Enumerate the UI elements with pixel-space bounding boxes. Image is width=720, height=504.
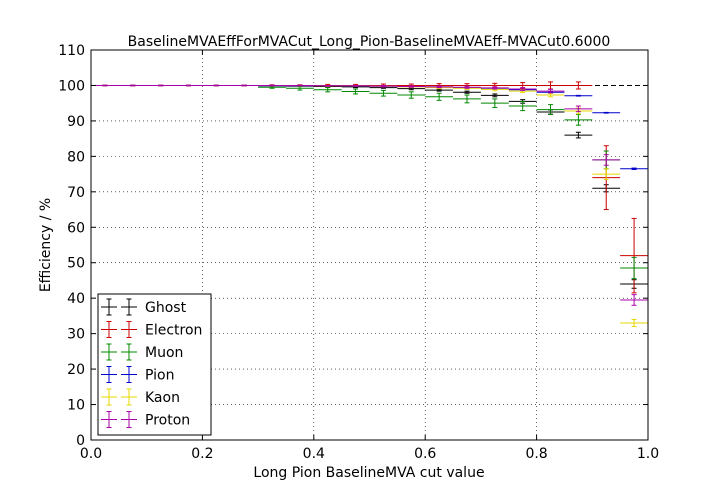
series-layer	[91, 81, 648, 328]
legend-entry-muon: Muon	[101, 343, 183, 361]
y-axis-label: Efficiency / %	[38, 198, 54, 292]
legend-entry-electron: Electron	[101, 321, 202, 339]
y-tick-label: 100	[58, 78, 85, 94]
x-tick-label: 1.0	[637, 446, 659, 462]
legend-label: Proton	[145, 413, 190, 429]
y-tick-label: 60	[67, 220, 85, 236]
legend-label: Electron	[145, 323, 202, 339]
y-tick-label: 80	[67, 149, 85, 165]
y-tick-label: 30	[67, 327, 85, 343]
x-tick-label: 0.0	[80, 446, 102, 462]
x-tick-label: 0.8	[525, 446, 547, 462]
y-tick-label: 40	[67, 291, 85, 307]
legend: Ghost Electron Muon Pion Kaon Proton	[97, 293, 212, 436]
y-tick-label: 50	[67, 256, 85, 272]
y-tick-label: 70	[67, 185, 85, 201]
y-tick-label: 90	[67, 114, 85, 130]
x-tick-label: 0.4	[303, 446, 325, 462]
x-tick-label: 0.2	[191, 446, 213, 462]
axis-ticks: 0.0 0.2 0.4 0.6 0.8 1.0 0 10 20 30 40 50 60 70 80 90 100…	[58, 43, 659, 462]
legend-entry-ghost: Ghost	[101, 298, 187, 316]
x-tick-label: 0.6	[414, 446, 436, 462]
legend-entry-kaon: Kaon	[101, 388, 180, 406]
chart-title: BaselineMVAEffForMVACut_Long_Pion-Baseli…	[128, 34, 611, 50]
series-proton	[91, 84, 648, 306]
legend-label: Pion	[145, 368, 174, 384]
y-tick-label: 110	[58, 43, 85, 59]
x-axis-label: Long Pion BaselineMVA cut value	[253, 465, 484, 481]
legend-box	[97, 293, 212, 436]
legend-entry-proton: Proton	[101, 411, 190, 429]
legend-entry-pion: Pion	[101, 366, 174, 384]
legend-label: Ghost	[145, 300, 187, 316]
y-tick-label: 0	[76, 433, 85, 449]
y-tick-label: 10	[67, 398, 85, 414]
legend-label: Muon	[145, 345, 183, 361]
legend-label: Kaon	[145, 390, 180, 406]
plot-frame	[90, 49, 649, 441]
y-tick-label: 20	[67, 362, 85, 378]
